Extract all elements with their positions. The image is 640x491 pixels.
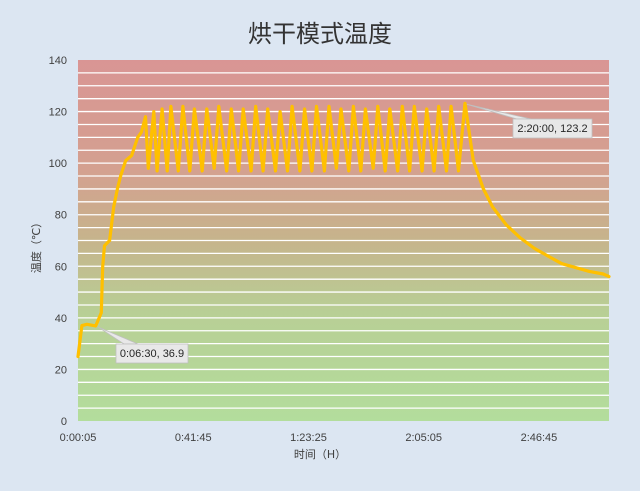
x-tick-labels: 0:00:05 0:41:45 1:23:25 2:05:05 2:46:45 — [60, 432, 558, 444]
y-tick-label: 120 — [49, 107, 67, 119]
x-tick-label: 2:46:45 — [521, 432, 558, 444]
y-tick-labels: 0 20 40 60 80 100 120 140 — [49, 55, 67, 428]
chart-title: 烘干模式温度 — [248, 20, 392, 48]
x-tick-label: 2:05:05 — [405, 432, 442, 444]
y-tick-label: 20 — [55, 364, 67, 376]
y-tick-label: 60 — [55, 261, 67, 273]
annotations: 0:06:30, 36.9 2:20:00, 123.2 — [97, 103, 593, 364]
series-layer — [76, 101, 611, 359]
x-tick-label: 0:00:05 — [60, 432, 97, 444]
callout-label: 0:06:30, 36.9 — [120, 348, 184, 360]
data-callout: 0:06:30, 36.9 — [97, 326, 189, 364]
y-tick-label: 0 — [61, 416, 67, 428]
callout-box — [512, 118, 593, 139]
y-tick-label: 40 — [55, 313, 67, 325]
y-tick-label: 140 — [49, 55, 67, 67]
callout-label: 2:20:00, 123.2 — [517, 123, 587, 135]
x-axis-label: 时间（H） — [294, 448, 346, 461]
y-axis-label: 温度（℃） — [29, 217, 43, 273]
x-tick-label: 0:41:45 — [175, 432, 212, 444]
callout-box — [115, 343, 189, 364]
x-tick-label: 1:23:25 — [290, 432, 327, 444]
series-line — [76, 101, 611, 359]
y-tick-label: 100 — [49, 158, 67, 170]
data-callout: 2:20:00, 123.2 — [466, 103, 593, 139]
y-tick-label: 80 — [55, 210, 67, 222]
